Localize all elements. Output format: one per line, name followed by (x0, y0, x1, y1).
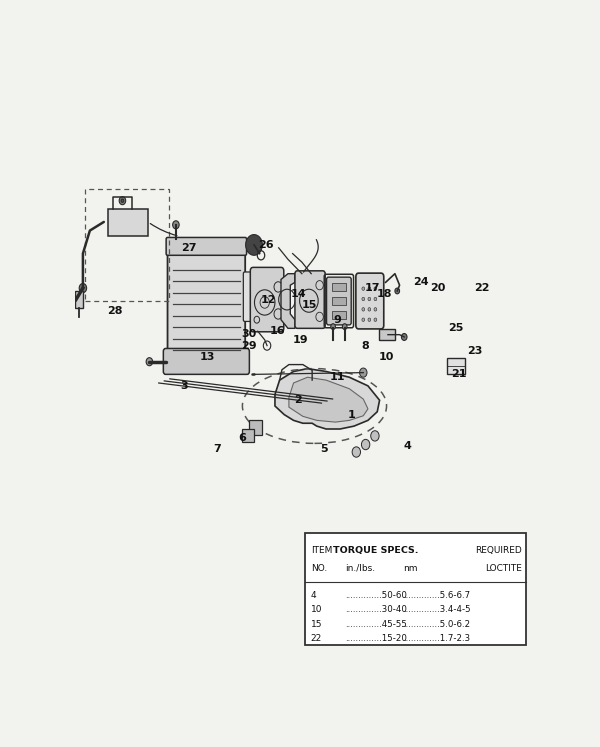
Text: 14: 14 (290, 289, 306, 299)
Circle shape (374, 297, 377, 301)
Text: 22: 22 (474, 283, 490, 293)
Bar (447, 359, 464, 374)
Text: ..............3.4-4-5: ..............3.4-4-5 (403, 605, 470, 614)
Text: 21: 21 (451, 369, 466, 379)
Circle shape (79, 283, 86, 293)
Circle shape (352, 447, 361, 457)
Circle shape (330, 395, 335, 403)
Polygon shape (289, 377, 368, 422)
Bar (379, 329, 395, 340)
Circle shape (319, 400, 324, 406)
Text: 7: 7 (213, 444, 221, 454)
Text: 30: 30 (242, 329, 257, 339)
Text: ..............30-40: ..............30-40 (344, 605, 407, 614)
Text: 5: 5 (320, 444, 328, 454)
Circle shape (343, 323, 347, 329)
FancyBboxPatch shape (163, 348, 250, 374)
Text: 10: 10 (379, 352, 394, 362)
Circle shape (362, 287, 365, 291)
Text: 25: 25 (449, 323, 464, 333)
Text: nm: nm (403, 564, 418, 573)
Circle shape (395, 288, 400, 294)
FancyBboxPatch shape (166, 238, 247, 255)
Text: 1: 1 (348, 409, 356, 420)
Circle shape (368, 297, 371, 301)
Bar (305, 533, 526, 645)
Text: 15: 15 (311, 620, 322, 629)
Bar (332, 297, 346, 305)
Circle shape (119, 196, 125, 205)
Text: NO.: NO. (311, 564, 327, 573)
Polygon shape (275, 368, 380, 429)
Text: 13: 13 (200, 352, 215, 362)
Bar (250, 421, 262, 435)
Text: ..............15-20: ..............15-20 (344, 634, 407, 643)
FancyBboxPatch shape (356, 273, 384, 329)
Text: ..............5.6-6.7: ..............5.6-6.7 (403, 591, 470, 600)
Text: 26: 26 (258, 240, 274, 250)
Circle shape (146, 358, 152, 366)
Text: 19: 19 (293, 335, 308, 345)
Text: 11: 11 (330, 372, 346, 382)
Text: 28: 28 (107, 306, 122, 316)
Text: 29: 29 (242, 341, 257, 350)
Circle shape (359, 368, 367, 377)
Text: 3: 3 (181, 381, 188, 391)
FancyBboxPatch shape (167, 247, 245, 361)
Text: 23: 23 (467, 347, 482, 356)
Bar (332, 283, 346, 291)
Circle shape (371, 431, 379, 441)
Circle shape (245, 235, 262, 255)
Text: REQUIRED: REQUIRED (476, 546, 523, 555)
Text: ITEM: ITEM (311, 546, 332, 555)
Circle shape (368, 318, 371, 321)
Text: ..............50-60: ..............50-60 (344, 591, 407, 600)
Circle shape (374, 318, 377, 321)
Circle shape (374, 287, 377, 291)
Text: 4: 4 (311, 591, 316, 600)
Text: ..............5.0-6.2: ..............5.0-6.2 (403, 620, 470, 629)
Text: ..............45-55: ..............45-55 (344, 620, 407, 629)
Text: 6: 6 (238, 433, 247, 443)
Text: 10: 10 (311, 605, 322, 614)
Text: 27: 27 (181, 243, 197, 252)
Polygon shape (281, 273, 295, 329)
Circle shape (368, 287, 371, 291)
Text: 9: 9 (334, 314, 341, 325)
Circle shape (362, 308, 365, 311)
Circle shape (362, 297, 365, 301)
Circle shape (374, 308, 377, 311)
Text: ..............1.7-2.3: ..............1.7-2.3 (403, 634, 470, 643)
FancyBboxPatch shape (250, 267, 284, 332)
Circle shape (362, 318, 365, 321)
Text: 22: 22 (311, 634, 322, 643)
Bar (74, 291, 83, 309)
Text: 8: 8 (362, 341, 370, 350)
Text: 12: 12 (260, 294, 276, 305)
Circle shape (331, 323, 335, 329)
Circle shape (368, 308, 371, 311)
Text: 4: 4 (404, 441, 412, 451)
FancyBboxPatch shape (295, 271, 325, 329)
Text: LOCTITE: LOCTITE (485, 564, 523, 573)
FancyBboxPatch shape (244, 272, 253, 321)
Text: 20: 20 (430, 283, 445, 293)
Circle shape (401, 333, 407, 341)
Text: 18: 18 (376, 289, 392, 299)
Text: 24: 24 (413, 277, 429, 288)
Bar (242, 429, 254, 441)
Text: 16: 16 (269, 326, 285, 336)
FancyBboxPatch shape (326, 277, 351, 325)
Text: in./lbs.: in./lbs. (344, 564, 375, 573)
Circle shape (121, 199, 124, 202)
Bar (332, 311, 346, 318)
Bar (109, 208, 148, 236)
Text: 15: 15 (302, 300, 317, 310)
Text: 17: 17 (365, 283, 380, 293)
Circle shape (361, 439, 370, 450)
Text: 2: 2 (295, 395, 302, 405)
Circle shape (324, 397, 330, 404)
Text: TORQUE SPECS.: TORQUE SPECS. (334, 546, 419, 555)
Circle shape (173, 221, 179, 229)
